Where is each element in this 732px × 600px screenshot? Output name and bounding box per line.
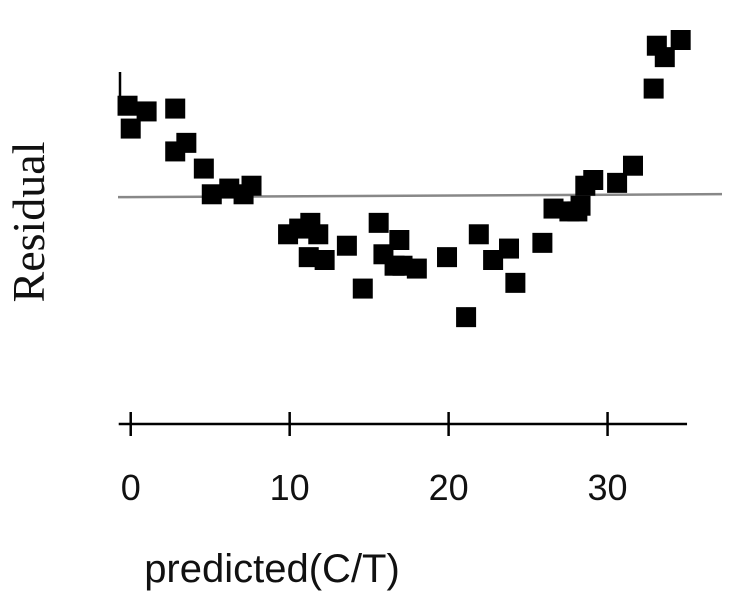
data-point (622, 155, 643, 176)
data-point (136, 101, 157, 122)
data-point (532, 232, 553, 253)
data-point (308, 224, 329, 245)
data-point (389, 230, 410, 250)
data-point (241, 175, 262, 196)
x-axis: 0 10 20 30 (118, 412, 688, 508)
data-point (607, 172, 628, 193)
data-point (437, 247, 458, 268)
x-tick-label: 30 (588, 467, 628, 508)
x-tick-label: 20 (429, 467, 469, 508)
data-point (499, 238, 520, 259)
data-point (583, 170, 604, 190)
data-point (117, 95, 138, 116)
data-point (298, 247, 319, 268)
x-axis-title: predicted(C/T) (144, 547, 400, 591)
data-point (670, 30, 691, 50)
data-point (483, 250, 504, 270)
data-point (336, 235, 357, 256)
data-point (543, 198, 564, 219)
data-point (165, 98, 186, 119)
data-point (314, 250, 335, 270)
data-point (654, 47, 675, 68)
data-point (352, 278, 373, 299)
data-point (368, 212, 389, 233)
data-point (505, 272, 526, 293)
data-point (201, 184, 222, 205)
data-point (643, 78, 664, 99)
x-tick-label: 10 (270, 467, 310, 508)
data-point (193, 158, 214, 179)
data-point (165, 141, 186, 162)
data-point (456, 307, 477, 328)
data-point (406, 258, 427, 279)
y-axis-title: Residual (3, 142, 54, 303)
x-tick-label: 0 (121, 467, 141, 508)
data-point (468, 224, 489, 245)
data-point (570, 195, 591, 216)
data-points (117, 30, 691, 328)
data-point (120, 118, 141, 139)
